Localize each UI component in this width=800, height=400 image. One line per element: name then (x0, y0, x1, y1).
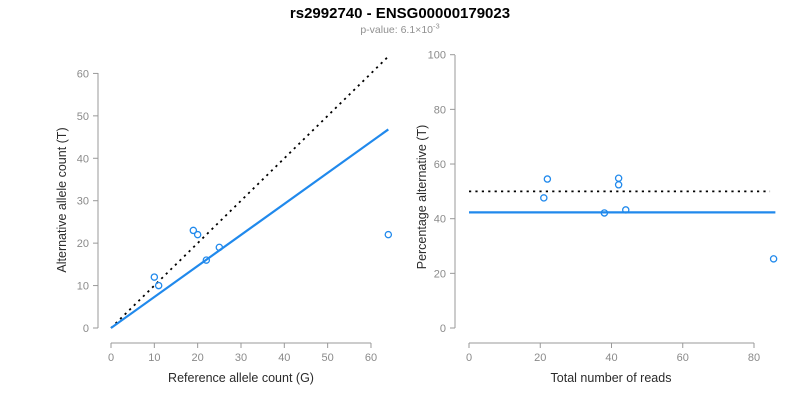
x-tick-label: 40 (605, 352, 617, 364)
y-tick-label: 50 (77, 111, 89, 123)
data-point (189, 226, 198, 235)
data-point (622, 206, 630, 214)
fit-line (110, 128, 389, 329)
data-point (540, 194, 548, 202)
x-tick-label: 20 (534, 352, 546, 364)
x-tick-label: 60 (365, 352, 377, 364)
data-point (543, 175, 552, 183)
y-tick-label: 60 (77, 68, 89, 80)
y-axis-title: Percentage alternative (T) (415, 125, 429, 270)
x-tick-label: 50 (322, 352, 334, 364)
data-point (154, 281, 163, 290)
x-tick-label: 30 (235, 352, 247, 364)
y-tick-label: 0 (440, 323, 446, 335)
y-tick-label: 20 (434, 268, 446, 280)
y-tick-label: 100 (428, 50, 446, 62)
data-point (600, 209, 609, 217)
data-point (150, 273, 159, 281)
identity-line (110, 55, 389, 329)
x-tick-label: 0 (466, 352, 472, 364)
left-scatter-plot: 0 10 20 30 40 50 60 0 10 20 30 40 50 60 Reference alle… (55, 55, 393, 385)
figure-subtitle: p-value: 6.1×10-3 (0, 21, 800, 36)
data-point (215, 243, 224, 252)
y-tick-label: 60 (434, 159, 446, 171)
x-tick-label: 40 (278, 352, 290, 364)
y-tick-label: 80 (434, 104, 446, 116)
data-point (384, 230, 393, 239)
data-point (614, 174, 623, 182)
x-tick-label: 20 (192, 352, 204, 364)
pvalue-text: p-value: 6.1×10 (360, 24, 433, 36)
y-tick-label: 10 (77, 281, 89, 293)
y-tick-label: 20 (77, 238, 89, 250)
x-tick-label: 60 (677, 352, 689, 364)
x-tick-label: 80 (748, 352, 760, 364)
figure-title: rs2992740 - ENSG00000179023 (289, 5, 511, 22)
data-point (202, 256, 211, 264)
right-scatter-plot: 0 20 40 60 80 0 20 40 60 80 100 Total number of rea… (415, 50, 778, 385)
data-point (769, 255, 778, 263)
y-tick-label: 0 (83, 323, 89, 335)
data-point (193, 230, 202, 239)
data-point (614, 181, 623, 189)
x-axis-title: Reference allele count (G) (168, 371, 314, 385)
x-tick-label: 0 (108, 352, 114, 364)
pvalue-exponent: -3 (433, 21, 440, 31)
y-tick-label: 40 (434, 214, 446, 226)
x-tick-label: 10 (148, 352, 160, 364)
y-tick-label: 30 (77, 196, 89, 208)
y-axis-title: Alternative allele count (T) (55, 127, 69, 272)
x-axis-title: Total number of reads (551, 371, 672, 385)
y-tick-label: 40 (77, 153, 89, 165)
